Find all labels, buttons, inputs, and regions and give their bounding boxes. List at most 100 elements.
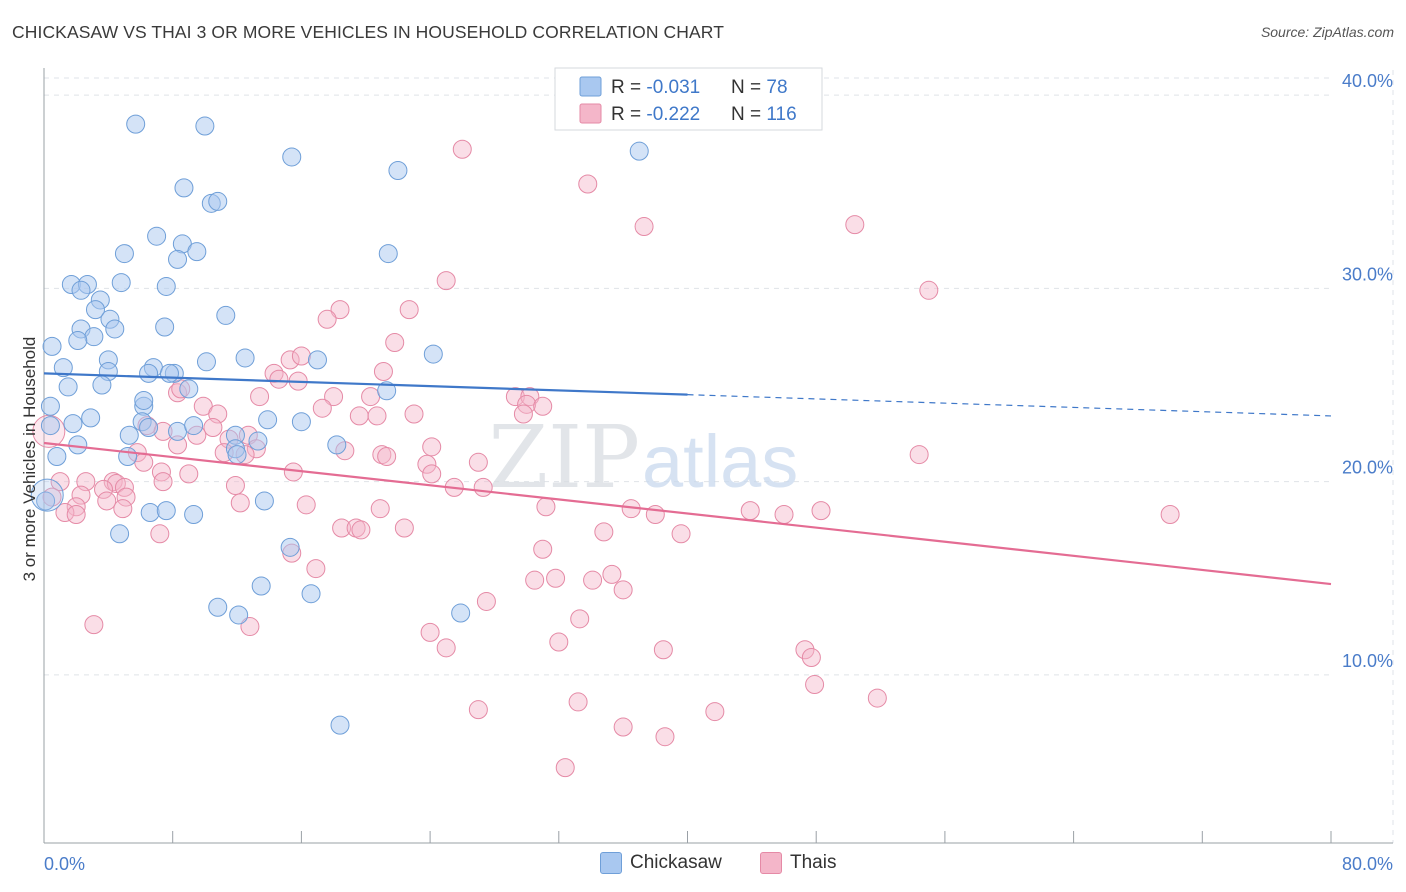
thais-point [291,346,311,366]
thais-point [66,504,86,524]
chart-source: Source: ZipAtlas.com [1260,24,1394,40]
thais-point [134,452,154,472]
thais-point [505,387,525,407]
y-tick-label: 10.0% [1342,651,1393,671]
thais-point [801,647,821,667]
thais-point [705,702,725,722]
thais-point [578,174,598,194]
thais-point [116,487,136,507]
chickasaw-point [110,524,130,544]
thais-point [655,727,675,747]
thais-point [296,495,316,515]
thais-point [351,520,371,540]
chickasaw-point [291,412,311,432]
thais-point [536,497,556,517]
thais-point [422,437,442,457]
y-tick-labels: 10.0% 20.0% 30.0% 40.0% [1342,71,1393,671]
chickasaw-point [258,410,278,430]
legend-item-thais[interactable]: Thais [760,852,836,874]
thais-point [452,139,472,159]
bottom-legend: Chickasaw Thais [0,852,1406,878]
thais-point [909,445,929,465]
chickasaw-point [47,447,67,466]
thais-point [225,475,245,495]
thais-swatch [760,852,782,874]
y-tick-label: 20.0% [1342,458,1393,478]
thais-point [602,564,622,584]
thais-point [94,479,114,499]
y-tick-label: 40.0% [1342,71,1393,91]
thais-point [919,280,939,300]
thais-point [399,300,419,320]
trend-lines [43,372,1332,586]
thais-point [520,387,540,407]
thais-point [774,504,794,524]
thais-point [549,632,569,652]
thais-point [230,493,250,513]
thais-point [468,452,488,472]
thais-point [805,675,825,695]
thais-point [583,570,603,590]
thais-point [370,499,390,519]
thais-point [634,217,654,237]
grid-lines [44,70,1394,843]
chickasaw-point [235,348,255,368]
thais-point [436,638,456,658]
chickasaw-point [229,605,249,625]
axes [43,68,1393,844]
thais-point [150,524,170,544]
thais-point [570,609,590,629]
thais-point [671,524,691,544]
legend-swatch-thais [579,103,602,124]
thais-point [867,688,887,708]
thais-point [113,499,133,519]
thais-point [513,404,533,424]
chickasaw-point [227,445,247,465]
chickasaw-point [139,363,159,383]
thais-point [795,640,815,660]
thais-point [367,406,387,426]
thais-point [417,454,437,474]
chickasaw-point [388,160,408,180]
thais-point [594,522,614,542]
thais-point [420,622,440,642]
watermark-zip: ZIP [488,408,640,508]
chickasaw-trend-line [43,372,688,396]
chickasaw-point [330,715,350,735]
chickasaw-point [119,425,139,445]
chickasaw-point [208,191,228,211]
legend-label-thais: Thais [790,852,837,873]
thais-point [436,271,456,291]
chickasaw-point [184,504,204,524]
thais-point [653,640,673,660]
thais-point [845,215,865,235]
chickasaw-point [156,276,176,296]
thais-point [71,485,91,505]
thais-point [568,692,588,712]
chickasaw-point [280,537,300,557]
legend-swatch-chickasaw [579,76,602,97]
thais-point [84,615,104,635]
chickasaw-swatch [600,852,622,874]
chickasaw-point [155,317,175,337]
chickasaw-point [139,418,159,438]
x-tick-label-max: 80.0% [1342,854,1393,874]
thais-point [50,472,70,492]
chickasaw-point [327,435,347,455]
chickasaw-point [85,300,105,320]
chickasaw-point [147,226,167,246]
chickasaw-point [251,576,271,596]
chickasaw-point [36,491,56,511]
chickasaw-point [134,390,154,410]
thais-point [97,491,117,511]
chickasaw-point [140,503,160,523]
thais-point [533,539,553,559]
y-tick-label: 30.0% [1342,264,1393,284]
thais-point [332,518,352,538]
chickasaw-point [42,336,62,356]
chickasaw-point [71,280,91,300]
legend-row-thais: R = -0.222 N = 116 [611,104,797,125]
chart-title: CHICKASAW VS THAI 3 OR MORE VEHICLES IN … [12,22,725,42]
legend-item-chickasaw[interactable]: Chickasaw [600,852,722,874]
thais-trend-line [43,441,1332,586]
